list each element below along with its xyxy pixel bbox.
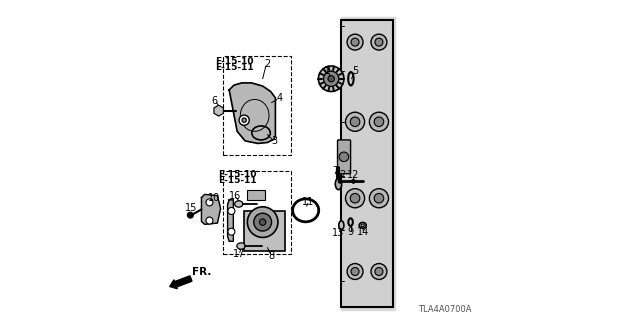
Circle shape — [374, 117, 384, 126]
Text: 7: 7 — [332, 166, 339, 176]
Text: 9: 9 — [348, 227, 354, 237]
Circle shape — [371, 34, 387, 50]
Circle shape — [338, 180, 342, 183]
Circle shape — [351, 268, 359, 276]
Circle shape — [347, 34, 363, 50]
Bar — [340, 20, 394, 307]
Text: 15: 15 — [185, 204, 197, 213]
Text: E-15-10: E-15-10 — [218, 170, 257, 179]
Circle shape — [375, 38, 383, 46]
Circle shape — [369, 189, 388, 208]
Circle shape — [253, 213, 271, 231]
Circle shape — [228, 207, 235, 214]
Ellipse shape — [335, 178, 342, 190]
Text: E-15-10: E-15-10 — [216, 57, 254, 66]
Text: 4: 4 — [276, 93, 282, 103]
Text: 10: 10 — [208, 193, 220, 203]
Circle shape — [369, 112, 388, 131]
Bar — [223, 56, 291, 155]
Text: 6: 6 — [211, 96, 218, 106]
Text: 14: 14 — [357, 227, 369, 237]
Circle shape — [375, 268, 383, 276]
Bar — [223, 171, 291, 254]
Circle shape — [346, 189, 365, 208]
Text: 17: 17 — [232, 249, 245, 259]
Circle shape — [239, 115, 249, 125]
Circle shape — [247, 207, 278, 237]
Text: 3: 3 — [272, 136, 278, 146]
Text: FR.: FR. — [192, 267, 211, 277]
Text: E-15-11: E-15-11 — [215, 63, 254, 72]
Text: 1: 1 — [324, 67, 330, 76]
Ellipse shape — [339, 221, 344, 230]
Circle shape — [351, 38, 359, 46]
Circle shape — [339, 152, 349, 162]
Circle shape — [228, 228, 235, 235]
Circle shape — [259, 219, 266, 225]
Circle shape — [206, 199, 213, 206]
Polygon shape — [340, 17, 395, 310]
Circle shape — [351, 180, 355, 183]
Text: TLA4A0700A: TLA4A0700A — [418, 305, 471, 314]
Polygon shape — [214, 105, 223, 116]
Text: 11: 11 — [302, 197, 314, 207]
Circle shape — [350, 194, 360, 203]
Ellipse shape — [235, 201, 243, 207]
Circle shape — [206, 217, 213, 224]
Ellipse shape — [237, 243, 245, 249]
Bar — [247, 190, 265, 200]
Circle shape — [374, 194, 384, 203]
Circle shape — [323, 71, 339, 86]
Bar — [244, 211, 285, 251]
Polygon shape — [229, 83, 275, 143]
Circle shape — [350, 117, 360, 126]
Text: 12: 12 — [335, 170, 348, 180]
Circle shape — [346, 112, 365, 131]
Circle shape — [319, 66, 344, 92]
Polygon shape — [228, 200, 234, 241]
Text: 5: 5 — [352, 67, 358, 76]
FancyArrow shape — [170, 276, 192, 289]
Text: E-15-11: E-15-11 — [218, 176, 257, 185]
Text: 12: 12 — [348, 170, 360, 180]
Text: 8: 8 — [269, 251, 275, 260]
Circle shape — [328, 76, 334, 82]
Circle shape — [242, 118, 246, 123]
Text: 16: 16 — [228, 191, 241, 201]
FancyBboxPatch shape — [337, 140, 351, 174]
Text: 2: 2 — [264, 60, 271, 69]
Polygon shape — [202, 195, 221, 224]
Text: 13: 13 — [332, 228, 344, 238]
Circle shape — [347, 264, 363, 279]
Circle shape — [371, 264, 387, 279]
Circle shape — [188, 212, 193, 218]
